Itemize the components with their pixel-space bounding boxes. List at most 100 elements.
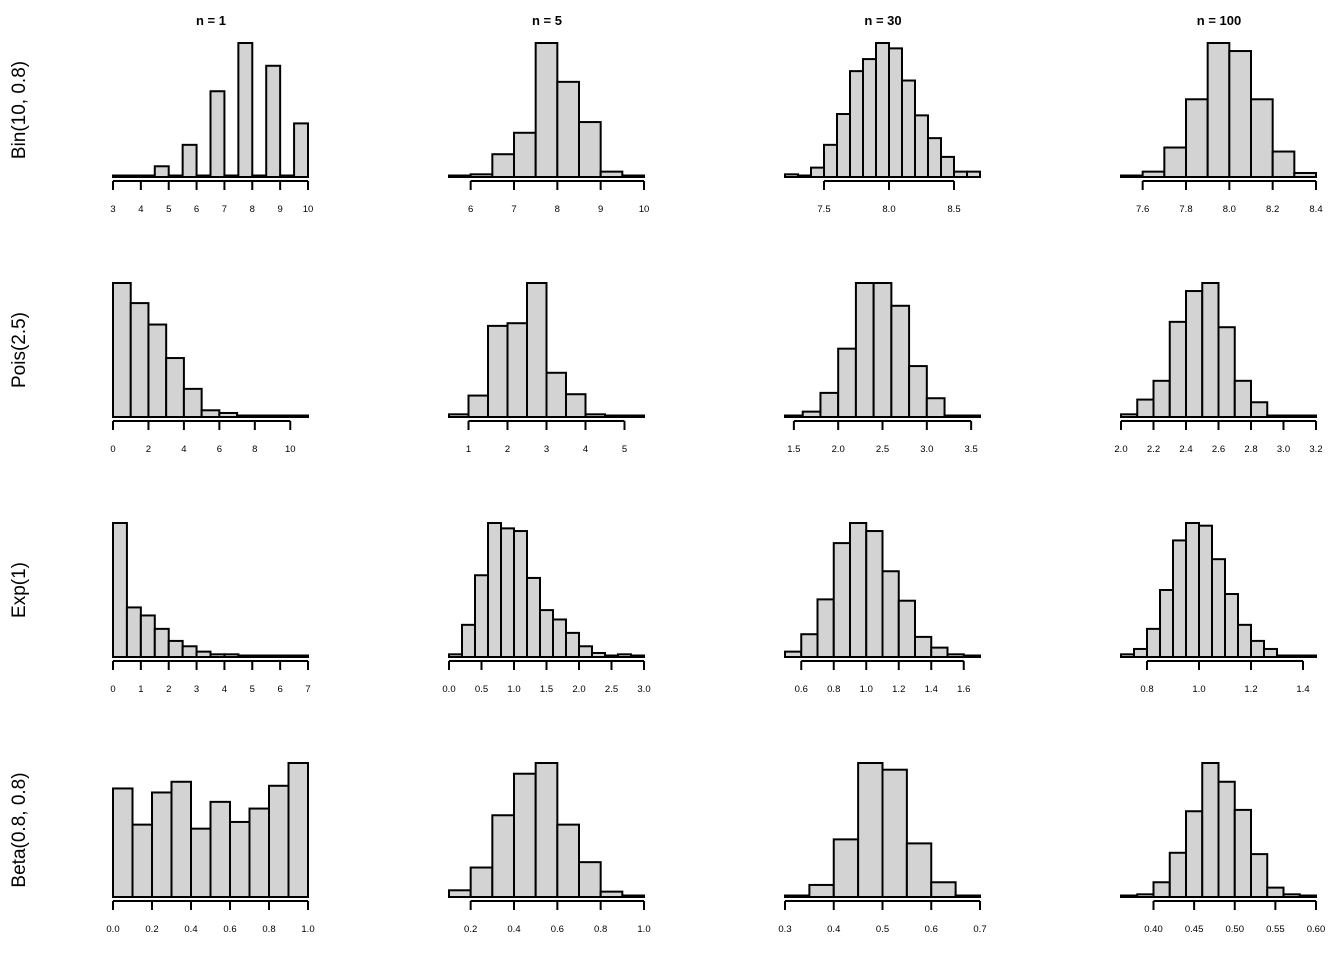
histogram-panels: 3 4 5 6 7 8 9 10 6 7 8 9 10 7.5 8.0 8.5 7.6 7.8 8.0 8.2 8.40… [106, 42, 1326, 935]
x-tick-label: 6 [194, 204, 199, 215]
x-tick-label: 8 [250, 204, 255, 215]
histogram-bar [552, 618, 567, 658]
histogram-bar [1163, 146, 1188, 179]
histogram-bar [865, 530, 884, 658]
histogram-bar [165, 357, 185, 419]
histogram-bar [293, 654, 310, 658]
histogram-bar [1266, 886, 1285, 898]
x-tick-label: 2.6 [1212, 444, 1225, 455]
histogram-bar [810, 166, 825, 178]
histogram-bar [209, 800, 231, 898]
x-tick-label: 3 [194, 684, 199, 695]
x-tick-label: 2 [146, 444, 151, 455]
histogram-bar [1298, 894, 1317, 898]
histogram-bar [1217, 326, 1236, 418]
x-tick-label: 1.0 [301, 924, 314, 935]
histogram-bar [200, 409, 221, 418]
histogram-bar [905, 842, 933, 899]
x-tick-label: 2.8 [1244, 444, 1257, 455]
histogram-bar [448, 174, 472, 178]
x-tick-label: 0.8 [827, 684, 840, 695]
x-tick-label: 0.60 [1307, 924, 1326, 935]
x-tick-label: 0.8 [1140, 684, 1153, 695]
histogram-bar [526, 576, 541, 658]
histogram-bar [539, 609, 554, 658]
histogram-bar [251, 174, 268, 178]
histogram-bar [1224, 593, 1239, 659]
x-tick-label: 3.2 [1309, 444, 1322, 455]
histogram-bar [112, 522, 128, 658]
x-tick-label: 2.4 [1179, 444, 1192, 455]
histogram-bar [621, 174, 645, 178]
x-tick-label: 0.40 [1144, 924, 1163, 935]
histogram-bar [925, 397, 946, 418]
x-tick-label: 6 [277, 684, 282, 695]
histogram-bar [190, 827, 212, 898]
histogram-bar [153, 165, 170, 178]
histogram-bar [287, 762, 309, 898]
x-tick-label: 0.8 [594, 924, 607, 935]
histogram-bar [832, 838, 860, 899]
histogram-bar [1120, 174, 1144, 178]
histogram-bar [623, 414, 645, 418]
histogram-bar [908, 365, 928, 418]
histogram-bar [170, 780, 192, 899]
x-tick-label: 1.0 [1192, 684, 1205, 695]
histogram-panel-3-0: 0.0 0.2 0.4 0.6 0.8 1.0 [106, 762, 315, 935]
histogram-bar [1136, 893, 1155, 899]
row-label-poisson: Pois(2.5) [9, 312, 30, 388]
x-tick-label: 9 [277, 204, 282, 215]
x-tick-label: 8 [555, 204, 560, 215]
histogram-bar [1141, 170, 1166, 178]
histogram-panel-1-2: 1.5 2.0 2.5 3.0 3.5 [784, 282, 981, 455]
histogram-bar [182, 387, 203, 418]
histogram-bar [181, 645, 198, 659]
x-tick-label: 2.0 [832, 444, 845, 455]
x-tick-label: 10 [285, 444, 296, 455]
histogram-bar [1250, 639, 1265, 658]
histogram-bar [209, 653, 226, 659]
histogram-bar [271, 414, 292, 418]
histogram-bar [1185, 522, 1200, 658]
histogram-bar [1282, 893, 1301, 899]
histogram-bar [604, 654, 619, 658]
x-tick-label: 0.0 [106, 924, 119, 935]
x-tick-label: 2 [505, 444, 510, 455]
histogram-bar [1237, 623, 1252, 659]
histogram-bar [1168, 320, 1187, 418]
histogram-panel-3-1: 0.2 0.4 0.6 0.8 1.0 [448, 762, 651, 935]
histogram-bar [962, 654, 981, 658]
x-tick-label: 1.2 [892, 684, 905, 695]
x-tick-label: 2.5 [876, 444, 889, 455]
x-tick-label: 1.4 [925, 684, 938, 695]
histogram-bar [1185, 290, 1204, 419]
histogram-bar [223, 174, 240, 178]
histogram-bar [857, 762, 884, 898]
histogram-bar [953, 170, 968, 178]
x-tick-label: 0.4 [827, 924, 840, 935]
x-tick-label: 8.5 [947, 204, 960, 215]
histogram-bar [1211, 558, 1226, 658]
histogram-bar [849, 522, 868, 658]
histogram-bar [237, 42, 254, 178]
histogram-bar [448, 889, 472, 898]
histogram-bar [151, 791, 173, 898]
x-tick-label: 1.5 [787, 444, 800, 455]
histogram-bar [125, 174, 142, 178]
histogram-bar [897, 599, 916, 658]
histogram-bar [1146, 627, 1161, 658]
histogram-bar [621, 894, 645, 898]
histogram-bar [1206, 42, 1231, 178]
histogram-bar [251, 654, 268, 658]
x-tick-label: 0.4 [507, 924, 520, 935]
histogram-bar [808, 883, 835, 899]
histogram-bar [1233, 379, 1252, 419]
x-tick-label: 1 [466, 444, 471, 455]
x-tick-label: 3.5 [965, 444, 978, 455]
x-tick-label: 1.0 [860, 684, 873, 695]
histogram-bar [195, 174, 212, 178]
histogram-bar [1250, 98, 1274, 178]
histogram-bar [487, 522, 502, 658]
histogram-panel-1-3: 2.0 2.2 2.4 2.6 2.8 3.0 3.2 [1114, 282, 1323, 455]
